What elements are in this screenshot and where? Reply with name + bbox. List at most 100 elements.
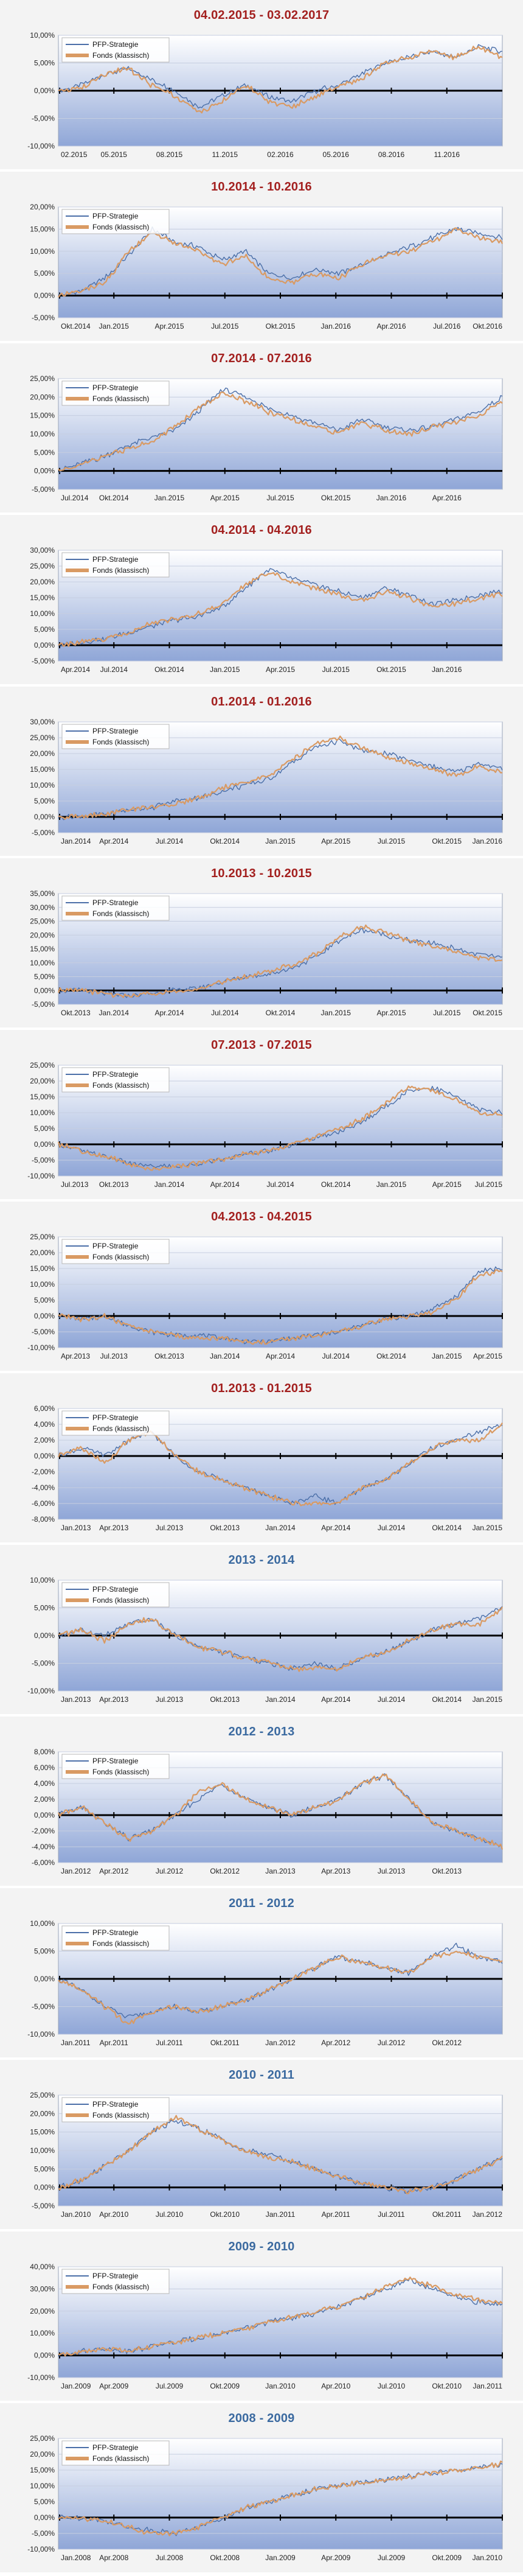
legend-label: Fonds (klassisch) — [92, 1081, 149, 1090]
legend-box — [61, 1582, 170, 1608]
x-tick-label: Jan.2015 — [473, 1524, 503, 1532]
y-tick-label: 20,00% — [30, 2109, 55, 2118]
x-tick-label: Jul.2014 — [378, 1695, 406, 1704]
x-tick-label: Jul.2009 — [156, 2382, 184, 2390]
chart-panel: 01.2014 - 01.2016 -5,00% 0,00% 5,00% 10,00% 1… — [0, 687, 523, 856]
x-tick-label: Jul.2015 — [266, 494, 294, 502]
x-tick-label: Apr.2015 — [154, 322, 184, 331]
chart-title: 07.2014 - 07.2016 — [211, 352, 312, 365]
chart-panel: 10.2014 - 10.2016 -5,00% 0,00% 5,00% 10,00% 1… — [0, 172, 523, 341]
y-tick-label: 6,00% — [34, 1763, 55, 1772]
y-tick-label: 0,00% — [34, 1975, 55, 1983]
x-tick-label: Jan.2016 — [376, 494, 407, 502]
y-tick-label: -5,00% — [32, 657, 55, 665]
series-line — [57, 924, 503, 998]
x-tick-label: Okt.2009 — [432, 2553, 462, 2562]
y-tick-label: 8,00% — [34, 1748, 55, 1756]
x-tick-label: Jan.2011 — [473, 2382, 503, 2390]
y-tick-label: -10,00% — [27, 2373, 55, 2382]
series-line — [57, 1085, 503, 1171]
legend: PFP-Strategie Fonds (klassisch) — [61, 1925, 170, 1951]
x-tick-label: Jan.2010 — [473, 2553, 503, 2562]
y-tick-label: 30,00% — [30, 903, 55, 912]
y-tick-label: 20,00% — [30, 749, 55, 758]
x-tick-label: Jan.2012 — [61, 1867, 91, 1875]
y-tick-label: 25,00% — [30, 562, 55, 570]
x-tick-label: 11.2016 — [434, 150, 460, 159]
x-tick-label: Okt.2013 — [432, 1867, 462, 1875]
y-tick-label: 30,00% — [30, 546, 55, 555]
y-tick-label: 5,00% — [34, 1947, 55, 1956]
y-tick-label: 5,00% — [34, 797, 55, 805]
y-tick-label: 0,00% — [34, 2351, 55, 2360]
series-line — [58, 738, 503, 821]
legend-label: Fonds (klassisch) — [92, 738, 149, 746]
x-tick-label: Apr.2015 — [473, 1352, 502, 1360]
chart-title: 01.2013 - 01.2015 — [211, 1382, 312, 1395]
legend-label: Fonds (klassisch) — [92, 2454, 149, 2463]
x-tick-label: Jan.2009 — [265, 2553, 296, 2562]
legend: PFP-Strategie Fonds (klassisch) — [61, 552, 170, 578]
series-line — [58, 1606, 503, 1672]
legend-label: PFP-Strategie — [92, 1070, 139, 1079]
y-tick-label: -6,00% — [32, 1858, 55, 1867]
x-tick-label: Apr.2013 — [99, 1695, 128, 1704]
x-tick-label: Apr.2014 — [99, 837, 128, 845]
x-tick-label: Apr.2009 — [99, 2382, 128, 2390]
x-tick-label: Okt.2013 — [210, 1695, 240, 1704]
x-tick-label: Jul.2008 — [156, 2553, 184, 2562]
x-tick-label: Jul.2011 — [378, 2210, 405, 2219]
x-tick-label: Apr.2014 — [321, 1695, 350, 1704]
chart-title: 04.2013 - 04.2015 — [211, 1210, 312, 1223]
x-tick-label: Okt.2014 — [154, 665, 184, 674]
chart-panel: 01.2013 - 01.2015 -8,00% -6,00% -4,00% -2,00… — [0, 1373, 523, 1542]
series-line — [58, 2276, 503, 2357]
legend-box — [61, 895, 170, 921]
legend: PFP-Strategie Fonds (klassisch) — [61, 2097, 170, 2123]
y-tick-label: 10,00% — [30, 1919, 55, 1928]
legend: PFP-Strategie Fonds (klassisch) — [61, 1067, 170, 1093]
y-tick-label: 0,00% — [34, 1811, 55, 1819]
legend-label: PFP-Strategie — [92, 1413, 139, 1422]
y-tick-label: -5,00% — [32, 2202, 55, 2210]
x-tick-label: Okt.2013 — [154, 1352, 184, 1360]
y-tick-label: 0,00% — [34, 292, 55, 300]
y-tick-label: 20,00% — [30, 1248, 55, 1257]
x-tick-label: Apr.2015 — [321, 837, 350, 845]
legend-box — [61, 2269, 170, 2294]
y-tick-label: 15,00% — [30, 593, 55, 602]
legend: PFP-Strategie Fonds (klassisch) — [61, 1582, 170, 1608]
line-chart: -10,00% -5,00% 0,00% 5,00% 10,00% 15,00% 20,00… — [27, 1233, 503, 1360]
x-tick-label: Apr.2013 — [321, 1867, 350, 1875]
x-tick-label: 02.2016 — [267, 150, 294, 159]
x-tick-label: Jan.2014 — [61, 837, 91, 845]
y-tick-label: 15,00% — [30, 411, 55, 420]
y-tick-label: 10,00% — [30, 2329, 55, 2337]
y-tick-label: 10,00% — [30, 781, 55, 789]
y-tick-label: 5,00% — [34, 269, 55, 278]
series-line — [58, 46, 503, 114]
y-tick-label: -10,00% — [27, 1172, 55, 1180]
legend-label: PFP-Strategie — [92, 1242, 139, 1250]
chart-title: 10.2013 - 10.2015 — [211, 867, 312, 880]
x-tick-label: Jan.2013 — [61, 1695, 91, 1704]
y-tick-label: 20,00% — [30, 2307, 55, 2315]
chart-title: 2012 - 2013 — [228, 1725, 295, 1738]
series-line — [58, 1606, 503, 1671]
legend-label: PFP-Strategie — [92, 2272, 139, 2280]
x-tick-label: Jul.2014 — [378, 1524, 406, 1532]
x-tick-label: Jul.2014 — [61, 494, 89, 502]
y-tick-label: 10,00% — [30, 609, 55, 618]
x-tick-label: Jan.2016 — [321, 322, 352, 331]
line-chart: -5,00% 0,00% 5,00% 10,00% 15,00% 20,00% 25,00%… — [30, 374, 503, 502]
y-tick-label: 0,00% — [34, 813, 55, 821]
x-tick-label: Apr.2010 — [321, 2382, 350, 2390]
y-tick-label: 25,00% — [30, 1233, 55, 1241]
y-tick-label: 0,00% — [34, 1312, 55, 1320]
y-tick-label: -4,00% — [32, 1483, 55, 1492]
series-line — [58, 391, 503, 472]
line-chart: -10,00% -5,00% 0,00% 5,00% 10,00% 15,00% 20,00… — [27, 2434, 503, 2562]
x-tick-label: Okt.2010 — [210, 2210, 240, 2219]
y-tick-label: 25,00% — [30, 917, 55, 926]
y-tick-label: 2,00% — [34, 1795, 55, 1804]
